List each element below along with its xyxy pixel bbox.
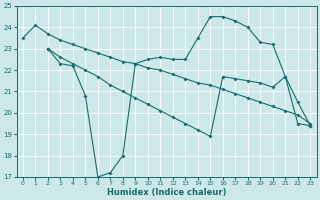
X-axis label: Humidex (Indice chaleur): Humidex (Indice chaleur)	[107, 188, 226, 197]
